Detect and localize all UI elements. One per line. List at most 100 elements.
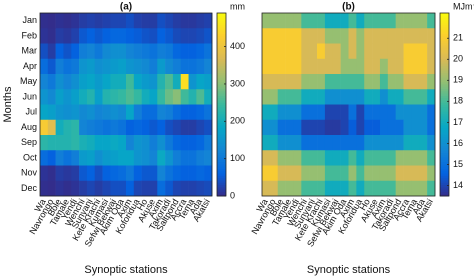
heat-cell [293,89,302,105]
heat-cell [419,104,428,121]
colorbar-tick-label: 15 [453,159,463,169]
heat-cell [419,165,428,182]
heat-cell [165,180,174,197]
colorbar-step [440,163,449,167]
heat-cell [149,104,158,121]
colorbar-step [217,45,226,48]
heat-cell [196,104,205,121]
heat-cell [40,89,49,105]
heat-cell [126,58,135,75]
colorbar-step [440,129,449,133]
heat-cell [102,150,111,166]
heat-cell [86,28,96,44]
heat-cell [172,43,182,60]
heat-cell [141,150,150,166]
heat-cell [118,89,127,105]
heat-cell [118,180,127,197]
heat-cell [63,43,72,60]
heat-cell [172,150,182,166]
colorbar-step [217,97,226,101]
heat-cell [301,58,310,75]
heat-cell [379,104,389,121]
heat-cell [277,165,286,182]
heat-cell [40,28,49,44]
heat-cell [63,135,72,151]
x-tick-label: Ho [135,197,149,212]
heat-cell [411,58,420,75]
heat-cell [340,150,349,166]
colorbar-step [440,63,449,67]
colorbar-step [440,173,449,176]
heat-cell [102,74,111,90]
heat-cell [395,74,404,90]
colorbar-step [217,182,226,186]
colorbar-step [217,102,226,105]
heat-cell [285,28,294,44]
heat-cell [269,135,279,151]
heat-cell [427,104,436,121]
heat-cell [149,135,158,151]
heat-cell [387,28,396,44]
heat-cell [172,89,182,105]
heat-cell [356,74,365,90]
heat-cell [372,180,381,197]
colorbar-step [440,184,449,188]
heat-cell [277,104,286,121]
colorbar-step [440,83,449,87]
heat-cell [379,43,389,60]
heat-cell [269,180,279,197]
heat-cell [118,13,127,29]
heat-cell [102,180,111,197]
heat-cell [47,28,56,44]
heat-cell [269,74,279,90]
heat-cell [395,58,404,75]
heat-cell [340,180,349,197]
heat-cell [387,13,396,29]
colorbar-step [217,157,226,160]
colorbar-step [217,79,226,83]
colorbar-step [217,189,226,192]
heat-cell [427,135,436,151]
colorbar-step [217,95,226,99]
colorbar-step [217,90,226,94]
heat-cell [149,150,158,166]
heat-cell [47,58,56,75]
heat-cell [419,43,428,60]
heat-cell [172,74,182,90]
heat-cell [301,74,310,90]
heat-cell [118,135,127,151]
heat-cell [149,58,158,75]
heat-cell [204,104,213,121]
y-tick-label: Jun [22,91,37,101]
heat-cell [79,74,88,90]
colorbar-step [217,93,226,96]
heat-cell [102,89,111,105]
heat-cell [149,43,158,60]
colorbar-step [440,49,449,53]
colorbar-tick-label: 400 [230,41,245,51]
colorbar-step [217,193,226,197]
heat-cell [356,165,365,182]
heat-cell [372,135,381,151]
heat-cell [165,89,174,105]
heat-cell [301,104,310,121]
heat-cell [71,13,80,29]
heat-cell [293,74,302,90]
heat-cell [47,104,56,121]
colorbar-step [440,97,449,101]
heat-cell [71,119,80,136]
heat-cell [379,58,389,75]
heat-cell [126,180,135,197]
heat-cell [411,74,420,90]
heat-cell [332,119,341,136]
colorbar-step [217,31,226,35]
heat-cell [285,180,294,197]
heat-cell [262,89,271,105]
heat-cell [118,104,127,121]
heat-cell [204,119,213,136]
heat-cell [324,104,334,121]
y-tick-label: Jan [22,15,37,25]
colorbar-step [217,136,226,140]
colorbar-step [440,33,449,37]
colorbar-step [440,51,449,55]
